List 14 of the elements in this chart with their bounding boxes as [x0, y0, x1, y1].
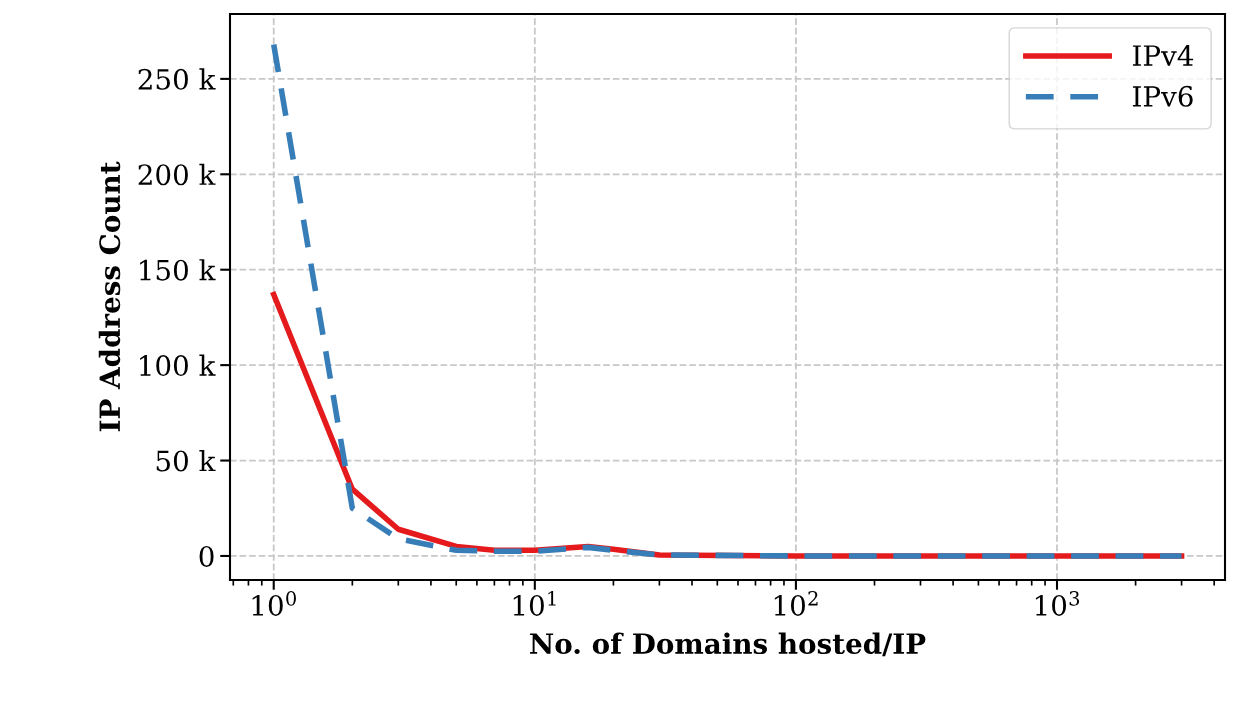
y-tick-label: 250 k [138, 68, 216, 90]
y-tick-label: 50 k [156, 449, 216, 472]
x-tick-label: 10$^{0}$ [252, 590, 296, 616]
legend-label: IPv4 [1132, 45, 1194, 66]
y-axis-title: IP Address Count [98, 161, 121, 432]
y-tick-label: 200 k [138, 163, 216, 186]
x-tick-label: 10$^{3}$ [1035, 590, 1080, 616]
x-tick-label: 10$^{2}$ [774, 590, 818, 616]
y-tick-label: 0 [199, 545, 214, 567]
y-tick-label: 100 k [140, 354, 216, 377]
x-axis-title: No. of Domains hosted/IP [530, 632, 926, 657]
legend-label: IPv6 [1132, 85, 1193, 107]
y-tick-label: 150 k [140, 259, 216, 281]
x-tick-label: 10$^{1}$ [513, 590, 556, 616]
